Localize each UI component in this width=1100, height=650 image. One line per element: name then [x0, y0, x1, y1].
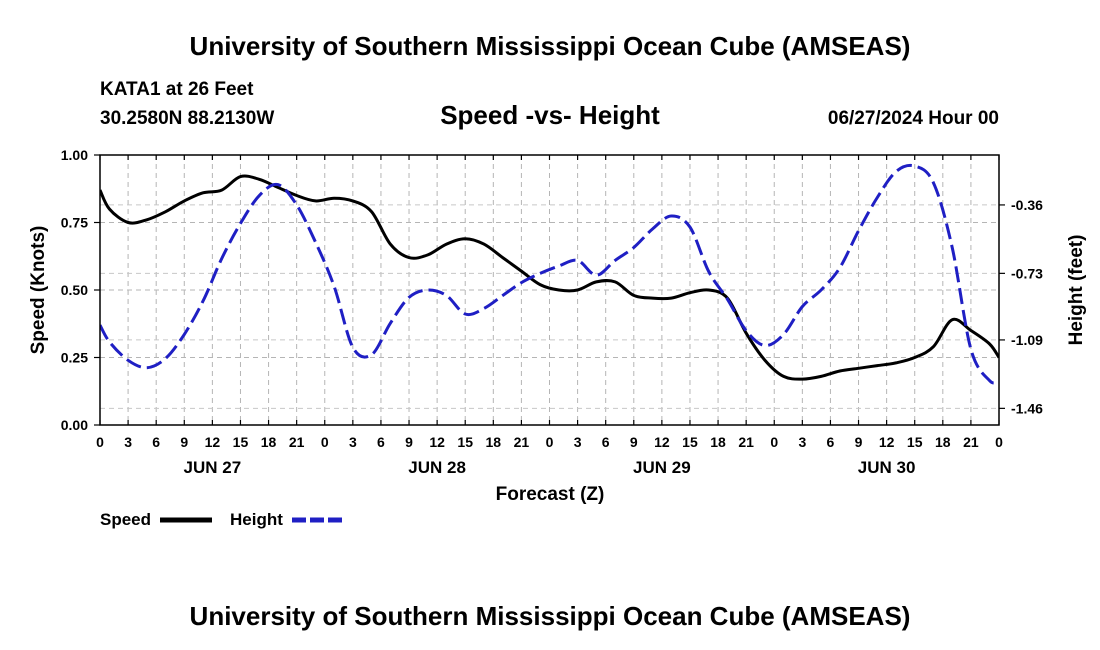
y2-tick-label: -0.73 — [1011, 265, 1043, 281]
chart-main-title: University of Southern Mississippi Ocean… — [190, 31, 911, 61]
x-tick-label: 12 — [654, 434, 670, 450]
date-label: JUN 28 — [408, 458, 466, 477]
legend-height-label: Height — [230, 510, 283, 529]
x-tick-label: 0 — [546, 434, 554, 450]
x-tick-label: 9 — [405, 434, 413, 450]
x-tick-label: 12 — [879, 434, 895, 450]
x-tick-label: 3 — [798, 434, 806, 450]
y-tick-label: 0.75 — [61, 215, 88, 231]
x-tick-label: 21 — [514, 434, 530, 450]
x-tick-label: 18 — [935, 434, 951, 450]
legend: Speed Height — [100, 510, 342, 529]
x-axis-label: Forecast (Z) — [496, 484, 605, 505]
grid — [100, 155, 999, 425]
x-tick-label: 3 — [574, 434, 582, 450]
x-tick-label: 3 — [124, 434, 132, 450]
x-tick-label: 18 — [710, 434, 726, 450]
x-tick-label: 21 — [289, 434, 305, 450]
x-tick-label: 12 — [205, 434, 221, 450]
x-tick-label: 15 — [682, 434, 698, 450]
x-tick-label: 6 — [827, 434, 835, 450]
forecast-datetime: 06/27/2024 Hour 00 — [828, 108, 999, 129]
x-tick-label: 15 — [457, 434, 473, 450]
x-tick-label: 15 — [907, 434, 923, 450]
x-tick-label: 9 — [180, 434, 188, 450]
legend-speed-label: Speed — [100, 510, 151, 529]
footer-title: University of Southern Mississippi Ocean… — [190, 601, 911, 631]
x-tick-label: 6 — [152, 434, 160, 450]
x-tick-label: 0 — [96, 434, 104, 450]
y2-tick-label: -1.09 — [1011, 332, 1043, 348]
y2-tick-label: -1.46 — [1011, 400, 1043, 416]
x-tick-label: 18 — [261, 434, 277, 450]
y-axis-label: Speed (Knots) — [28, 226, 49, 355]
x-tick-label: 9 — [630, 434, 638, 450]
height-series-line — [100, 163, 999, 385]
speed-series-line — [100, 174, 999, 381]
x-tick-label: 0 — [770, 434, 778, 450]
y-tick-label: 0.00 — [61, 417, 88, 433]
station-label: KATA1 at 26 Feet — [100, 79, 254, 100]
y2-axis-label: Height (feet) — [1066, 235, 1087, 346]
x-tick-label: 6 — [377, 434, 385, 450]
chart-subtitle: Speed -vs- Height — [440, 100, 660, 130]
series-layer — [100, 163, 999, 385]
x-tick-label: 3 — [349, 434, 357, 450]
x-tick-label: 0 — [995, 434, 1003, 450]
axes: 0 3 6 9 12 15 18 21 0 3 6 9 12 15 18 21 0 3 6 9 12 15 18 21 0 3 6 9… — [61, 147, 1043, 477]
date-label: JUN 29 — [633, 458, 691, 477]
x-tick-label: 21 — [738, 434, 754, 450]
location-label: 30.2580N 88.2130W — [100, 108, 274, 129]
date-label: JUN 27 — [184, 458, 242, 477]
x-tick-label: 15 — [233, 434, 249, 450]
x-tick-label: 9 — [855, 434, 863, 450]
y-tick-label: 1.00 — [61, 147, 88, 163]
x-tick-label: 0 — [321, 434, 329, 450]
x-tick-label: 6 — [602, 434, 610, 450]
y-tick-label: 0.25 — [61, 350, 88, 366]
y2-tick-label: -0.36 — [1011, 197, 1043, 213]
date-label: JUN 30 — [858, 458, 916, 477]
y-tick-label: 0.50 — [61, 282, 88, 298]
x-tick-label: 18 — [486, 434, 502, 450]
x-tick-label: 21 — [963, 434, 979, 450]
x-tick-label: 12 — [429, 434, 445, 450]
